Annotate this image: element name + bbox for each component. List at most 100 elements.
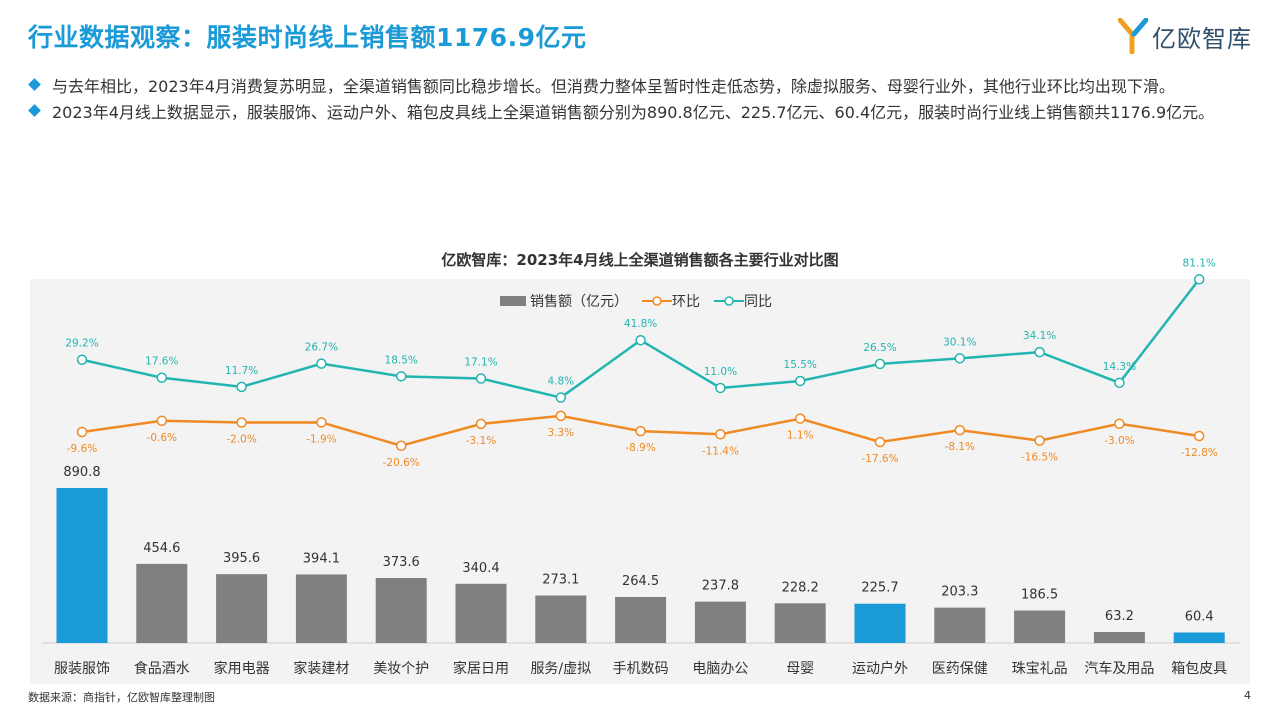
yoy-data-label: 14.3%: [1103, 361, 1136, 373]
mom-data-label: -9.6%: [67, 443, 97, 455]
yoy-data-label: 11.0%: [704, 366, 737, 378]
x-tick-label: 美妆个护: [373, 661, 429, 677]
legend-label: 环比: [672, 294, 700, 310]
yoy-data-label: 18.5%: [385, 354, 418, 366]
page-number: 4: [1244, 689, 1251, 702]
x-tick-label: 箱包皮具: [1171, 661, 1227, 677]
yoy-point: [954, 353, 966, 364]
legend-label: 同比: [744, 294, 772, 310]
legend-item-sales: 销售额（亿元）: [500, 291, 628, 311]
yoy-point: [236, 381, 247, 393]
mom-data-label: -8.1%: [945, 441, 975, 453]
bar-value-label: 228.2: [782, 580, 819, 595]
mom-point: [76, 426, 88, 438]
mom-data-label: -0.6%: [147, 432, 177, 444]
mom-data-label: -11.4%: [702, 445, 739, 457]
yoy-point: [555, 392, 567, 403]
yoy-data-label: 81.1%: [1183, 257, 1216, 269]
chart-legend: 销售额（亿元） 环比 同比: [500, 291, 786, 311]
bullet-item: 2023年4月线上数据显示，服装服饰、运动户外、箱包皮具线上全渠道销售额分别为8…: [28, 102, 1258, 123]
bar: [854, 603, 906, 643]
x-tick-label: 珠宝礼品: [1012, 661, 1068, 677]
yoy-data-label: 29.2%: [65, 338, 98, 350]
mom-data-label: 3.3%: [547, 427, 574, 439]
bar-value-label: 373.6: [383, 555, 420, 570]
yoy-point: [1114, 377, 1125, 389]
yoy-point: [1193, 274, 1205, 285]
mom-point: [715, 429, 726, 440]
yoy-data-label: 15.5%: [784, 359, 817, 371]
x-tick-label: 运动户外: [852, 660, 908, 677]
legend-line-swatch: [714, 296, 744, 306]
yoy-point: [395, 371, 407, 382]
bar-value-label: 273.1: [542, 572, 579, 587]
yoy-point: [76, 354, 88, 365]
mom-data-label: -3.0%: [1104, 435, 1134, 447]
yoy-point: [635, 334, 646, 346]
mom-point: [874, 436, 886, 448]
logo-mark-icon: [1118, 18, 1148, 54]
bar-value-label: 63.2: [1105, 609, 1134, 624]
yoy-point: [874, 358, 886, 370]
x-tick-label: 医药保健: [932, 661, 988, 677]
bar-value-label: 186.5: [1021, 588, 1058, 603]
yoy-data-label: 17.1%: [464, 356, 497, 368]
mom-point: [1034, 435, 1045, 446]
yoy-data-label: 26.5%: [863, 342, 896, 354]
bar: [535, 595, 587, 643]
bar: [136, 563, 188, 643]
mom-data-label: 1.1%: [787, 430, 814, 442]
mom-data-label: -2.0%: [226, 434, 256, 446]
bar: [1093, 632, 1145, 643]
x-tick-label: 食品酒水: [134, 660, 190, 677]
yoy-data-label: 4.8%: [547, 376, 574, 388]
bar: [694, 601, 746, 643]
mom-data-label: -3.1%: [466, 435, 496, 447]
mom-data-label: -16.5%: [1021, 452, 1058, 464]
yoy-data-label: 26.7%: [305, 342, 338, 354]
bullet-text: 与去年相比，2023年4月消费复苏明显，全渠道销售额同比稳步增长。但消费力整体呈…: [52, 77, 1175, 96]
mom-point: [1193, 430, 1205, 442]
bar: [1173, 632, 1225, 643]
x-tick-label: 家装建材: [293, 660, 349, 677]
logo: 亿欧智库: [1118, 18, 1252, 54]
bullet-item: 与去年相比，2023年4月消费复苏明显，全渠道销售额同比稳步增长。但消费力整体呈…: [28, 76, 1258, 97]
mom-point: [954, 424, 966, 436]
yoy-point: [156, 372, 168, 383]
bar: [455, 583, 507, 643]
bullet-list: 与去年相比，2023年4月消费复苏明显，全渠道销售额同比稳步增长。但消费力整体呈…: [28, 76, 1258, 128]
yoy-data-label: 34.1%: [1023, 330, 1056, 342]
mom-point: [316, 417, 327, 428]
bar: [934, 607, 986, 643]
yoy-data-label: 11.7%: [225, 365, 258, 377]
bar-value-label: 454.6: [143, 541, 180, 556]
yoy-data-label: 41.8%: [624, 318, 657, 330]
page-title: 行业数据观察：服装时尚线上销售额1176.9亿元: [28, 23, 587, 52]
mom-point: [555, 410, 567, 422]
x-tick-label: 汽车及用品: [1084, 660, 1154, 677]
mom-point: [236, 417, 247, 428]
mom-point: [635, 425, 646, 437]
chart-title: 亿欧智库：2023年4月线上全渠道销售额各主要行业对比图: [441, 251, 839, 269]
bar: [774, 603, 826, 643]
mom-point: [1114, 418, 1125, 429]
source-note: 数据来源：商指针，亿欧智库整理制图: [28, 691, 215, 704]
bar-value-label: 890.8: [63, 465, 100, 480]
yoy-data-label: 30.1%: [943, 336, 976, 348]
bullet-text: 2023年4月线上数据显示，服装服饰、运动户外、箱包皮具线上全渠道销售额分别为8…: [52, 103, 1215, 122]
mom-data-label: -20.6%: [383, 457, 420, 469]
x-tick-label: 手机数码: [613, 661, 669, 677]
x-tick-label: 母婴: [786, 661, 814, 677]
legend-line-swatch: [642, 296, 672, 306]
yoy-point: [1034, 346, 1045, 358]
bar-value-label: 264.5: [622, 574, 659, 589]
mom-data-label: -1.9%: [306, 433, 336, 445]
bar-value-label: 60.4: [1185, 609, 1214, 624]
x-tick-label: 电脑办公: [692, 661, 748, 677]
yoy-point: [794, 375, 806, 387]
bar: [375, 577, 427, 643]
legend-label: 销售额（亿元）: [530, 294, 628, 310]
yoy-point: [715, 382, 726, 394]
bar-value-label: 394.1: [303, 551, 340, 566]
